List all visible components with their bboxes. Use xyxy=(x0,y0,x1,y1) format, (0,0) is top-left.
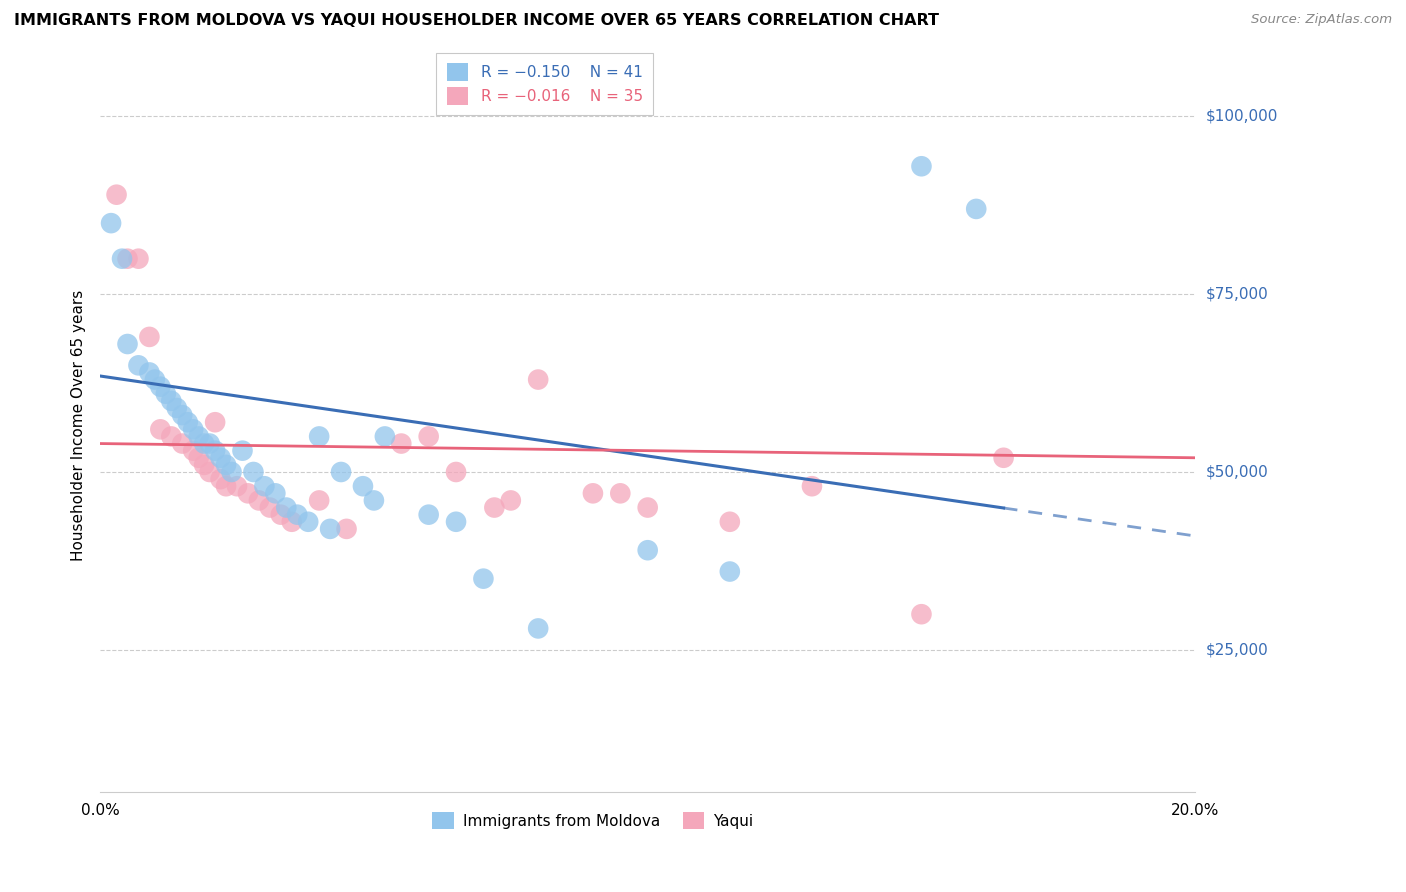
Point xyxy=(418,508,440,522)
Point xyxy=(172,408,194,422)
Point xyxy=(276,500,298,515)
Point xyxy=(609,486,631,500)
Point xyxy=(204,443,226,458)
Point xyxy=(637,543,659,558)
Point xyxy=(389,436,412,450)
Point xyxy=(472,572,495,586)
Point xyxy=(111,252,134,266)
Point xyxy=(193,436,215,450)
Point xyxy=(204,415,226,429)
Point xyxy=(718,565,741,579)
Point xyxy=(444,465,467,479)
Point xyxy=(352,479,374,493)
Point xyxy=(100,216,122,230)
Point xyxy=(444,515,467,529)
Point xyxy=(800,479,823,493)
Point xyxy=(319,522,342,536)
Point xyxy=(215,479,238,493)
Point xyxy=(527,622,550,636)
Point xyxy=(160,429,183,443)
Point xyxy=(297,515,319,529)
Point xyxy=(910,607,932,622)
Point xyxy=(374,429,396,443)
Point xyxy=(965,202,987,216)
Point xyxy=(259,500,281,515)
Point xyxy=(187,429,209,443)
Point xyxy=(138,366,160,380)
Point xyxy=(270,508,292,522)
Point xyxy=(149,379,172,393)
Point xyxy=(138,330,160,344)
Point xyxy=(105,187,128,202)
Point xyxy=(226,479,249,493)
Point xyxy=(582,486,605,500)
Point xyxy=(209,472,232,486)
Point xyxy=(993,450,1015,465)
Point xyxy=(215,458,238,472)
Point xyxy=(198,436,221,450)
Point xyxy=(499,493,522,508)
Point xyxy=(127,359,149,373)
Y-axis label: Householder Income Over 65 years: Householder Income Over 65 years xyxy=(72,290,86,561)
Point xyxy=(718,515,741,529)
Point xyxy=(209,450,232,465)
Point xyxy=(910,159,932,173)
Point xyxy=(253,479,276,493)
Point xyxy=(236,486,259,500)
Point xyxy=(335,522,357,536)
Point xyxy=(281,515,304,529)
Text: IMMIGRANTS FROM MOLDOVA VS YAQUI HOUSEHOLDER INCOME OVER 65 YEARS CORRELATION CH: IMMIGRANTS FROM MOLDOVA VS YAQUI HOUSEHO… xyxy=(14,13,939,29)
Point xyxy=(172,436,194,450)
Text: $25,000: $25,000 xyxy=(1206,642,1270,657)
Point xyxy=(166,401,188,415)
Text: $50,000: $50,000 xyxy=(1206,465,1270,480)
Point xyxy=(231,443,253,458)
Point xyxy=(637,500,659,515)
Point xyxy=(155,386,177,401)
Point xyxy=(181,443,204,458)
Point xyxy=(484,500,506,515)
Point xyxy=(363,493,385,508)
Point xyxy=(247,493,270,508)
Point xyxy=(308,493,330,508)
Point xyxy=(143,373,166,387)
Point xyxy=(181,422,204,436)
Text: $100,000: $100,000 xyxy=(1206,109,1278,124)
Point xyxy=(221,465,243,479)
Point xyxy=(527,373,550,387)
Point xyxy=(330,465,353,479)
Point xyxy=(127,252,149,266)
Point xyxy=(177,415,200,429)
Point xyxy=(418,429,440,443)
Text: $75,000: $75,000 xyxy=(1206,286,1270,301)
Point xyxy=(308,429,330,443)
Point xyxy=(117,252,139,266)
Point xyxy=(187,450,209,465)
Point xyxy=(264,486,287,500)
Point xyxy=(117,337,139,351)
Legend: Immigrants from Moldova, Yaqui: Immigrants from Moldova, Yaqui xyxy=(426,805,759,836)
Point xyxy=(198,465,221,479)
Point xyxy=(242,465,264,479)
Point xyxy=(160,393,183,408)
Text: Source: ZipAtlas.com: Source: ZipAtlas.com xyxy=(1251,13,1392,27)
Point xyxy=(193,458,215,472)
Point xyxy=(285,508,308,522)
Point xyxy=(149,422,172,436)
